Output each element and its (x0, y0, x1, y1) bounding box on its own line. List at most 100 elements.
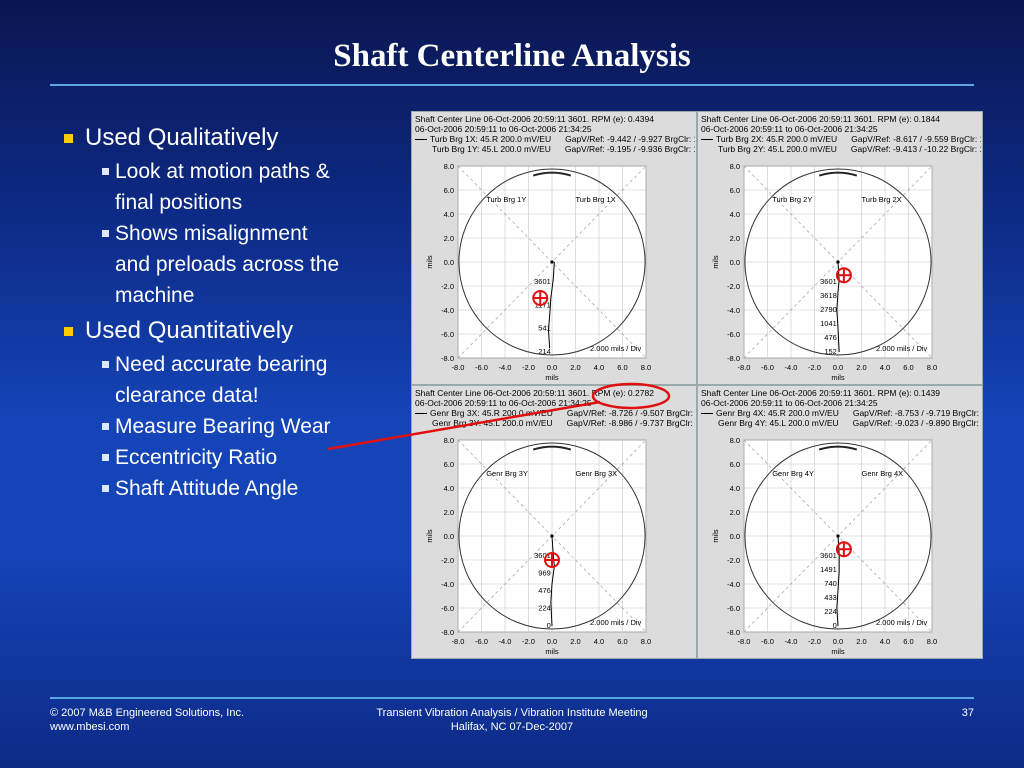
bullet-text: Used Quantitatively (85, 317, 294, 344)
x-tick-label: -2.0 (808, 637, 821, 646)
y-tick-label: -2.0 (727, 282, 740, 291)
legend-line-icon (415, 413, 427, 415)
plot-header-text: Turb Brg 2Y: 45.L 200.0 mV/EU (718, 144, 837, 154)
plot-header-text: 06-Oct-2006 20:59:11 to 06-Oct-2006 21:3… (415, 124, 592, 134)
sub-bullet-line: clearance data! (115, 384, 259, 407)
y-tick-label: 6.0 (730, 186, 740, 195)
x-tick-label: 8.0 (927, 637, 937, 646)
x-tick-label: 8.0 (641, 637, 651, 646)
plot-header-text: Shaft Center Line 06-Oct-2006 20:59:11 3… (701, 388, 940, 398)
bearing-top-mark (818, 445, 858, 451)
x-tick-label: 6.0 (903, 637, 913, 646)
plot-header-text: Shaft Center Line 06-Oct-2006 20:59:11 3… (415, 388, 654, 398)
bearing-center-point (550, 534, 554, 538)
footer-left: © 2007 M&B Engineered Solutions, Inc. ww… (50, 706, 244, 734)
y-tick-label: 2.0 (730, 234, 740, 243)
sub-bullet: Look at motion paths & final positions (102, 156, 402, 218)
plot-header-text: GapV/Ref: -8.617 / -9.559 BrgClr: 15.0 (851, 134, 981, 144)
y-tick-label: 8.0 (444, 162, 454, 171)
plot-header-text: Turb Brg 1Y: 45.L 200.0 mV/EU (432, 144, 551, 154)
x-tick-label: -4.0 (499, 637, 512, 646)
y-tick-label: 4.0 (444, 210, 454, 219)
y-tick-label: -6.0 (727, 330, 740, 339)
x-tick-label: -6.0 (475, 363, 488, 372)
page-number: 37 (961, 707, 974, 719)
sub-bullet-line: Need accurate bearing (115, 353, 328, 376)
clearance-circle (744, 442, 932, 630)
y-tick-label: -6.0 (727, 604, 740, 613)
plot-header-text: Genr Brg 4Y: 45.L 200.0 mV/EU (718, 418, 839, 428)
rpm-label: 224 (824, 607, 837, 616)
rpm-label: 3601 (534, 277, 551, 286)
plot-header-text: 06-Oct-2006 20:59:11 to 06-Oct-2006 21:3… (415, 398, 592, 408)
sub-bullet-line: Shows misalignment (115, 222, 308, 245)
plot-header-text: Shaft Center Line 06-Oct-2006 20:59:11 3… (415, 114, 654, 124)
bullet-used-quantitatively: Used Quantitatively (62, 317, 402, 345)
y-tick-label: -8.0 (441, 628, 454, 637)
x-tick-label: 0.0 (547, 363, 557, 372)
probe-label-x: Turb Brg 1X (576, 195, 616, 204)
clearance-circle (458, 168, 646, 356)
slide-title: Shaft Centerline Analysis (333, 38, 691, 74)
x-axis-label: mils (831, 373, 845, 382)
sub-bullet-square-icon (102, 230, 109, 237)
rpm-label: 476 (824, 333, 837, 342)
plot-header: Shaft Center Line 06-Oct-2006 20:59:11 3… (701, 114, 981, 154)
x-tick-label: 8.0 (927, 363, 937, 372)
x-tick-label: 4.0 (880, 363, 890, 372)
rpm-label: 214 (538, 347, 551, 356)
probe-label-y: Genr Brg 3Y (486, 469, 528, 478)
y-tick-label: -4.0 (441, 306, 454, 315)
scale-note: 2.000 mils / Div (590, 344, 642, 353)
x-tick-label: 4.0 (594, 363, 604, 372)
x-axis-label: mils (545, 373, 559, 382)
x-tick-label: 0.0 (547, 637, 557, 646)
x-tick-label: 2.0 (570, 363, 580, 372)
sub-bullet: Shows misalignment and preloads across t… (102, 218, 402, 311)
x-tick-label: -8.0 (738, 363, 751, 372)
sub-bullet-line: Eccentricity Ratio (115, 446, 278, 469)
legend-line-icon (701, 139, 713, 141)
y-axis-label: mils (711, 255, 720, 269)
y-tick-label: -8.0 (441, 354, 454, 363)
centerline-path (550, 535, 555, 627)
plot-header-text: Turb Brg 2X: 45.R 200.0 mV/EU (716, 134, 838, 144)
y-tick-label: -2.0 (441, 556, 454, 565)
y-tick-label: 0.0 (730, 258, 740, 267)
plot-header-text: GapV/Ref: -9.442 / -9.927 BrgClr: 15.0 (565, 134, 695, 144)
centerline-path (547, 261, 555, 349)
y-tick-label: -8.0 (727, 354, 740, 363)
y-axis-label: mils (425, 255, 434, 269)
x-tick-label: -8.0 (452, 637, 465, 646)
plot-header: Shaft Center Line 06-Oct-2006 20:59:11 3… (701, 388, 981, 428)
plot-header-text: GapV/Ref: -8.986 / -9.737 BrgClr: 15.0 (566, 418, 695, 428)
sub-bullet-square-icon (102, 361, 109, 368)
website-link[interactable]: www.mbesi.com (50, 721, 130, 733)
bullet-text: Used Qualitatively (85, 124, 279, 151)
centerline-path (836, 261, 840, 353)
rpm-label: 2790 (820, 305, 837, 314)
x-tick-label: -8.0 (738, 637, 751, 646)
y-tick-label: 8.0 (730, 162, 740, 171)
probe-label-y: Turb Brg 1Y (486, 195, 526, 204)
x-axis-label: mils (831, 647, 845, 656)
plot-header-text: Genr Brg 3Y: 45.L 200.0 mV/EU (432, 418, 553, 428)
y-tick-label: 2.0 (444, 234, 454, 243)
y-tick-label: 6.0 (730, 460, 740, 469)
x-tick-label: -2.0 (522, 637, 535, 646)
x-tick-label: -2.0 (808, 363, 821, 372)
bearing-top-mark (818, 171, 858, 177)
meeting-date: Halifax, NC 07-Dec-2007 (450, 721, 574, 733)
probe-label-y: Genr Brg 4Y (772, 469, 814, 478)
y-tick-label: -6.0 (441, 604, 454, 613)
sub-bullet-line: Look at motion paths & (115, 160, 330, 183)
rpm-label: 3601 (534, 551, 551, 560)
y-tick-label: 6.0 (444, 186, 454, 195)
y-tick-label: 4.0 (730, 210, 740, 219)
centerline-chart: -8.0-8.0 -6.0 -6.0 -4.0 -4.0 -2.0 -2.0 0.0 0.0 2.… (425, 436, 651, 656)
y-tick-label: 4.0 (444, 484, 454, 493)
plot-header-text: GapV/Ref: -9.023 / -9.890 BrgClr: 15.0 (852, 418, 981, 428)
x-tick-label: 4.0 (880, 637, 890, 646)
x-tick-label: 0.0 (833, 637, 843, 646)
plot-header-text: GapV/Ref: -8.726 / -9.507 BrgClr: 15.0 (566, 408, 695, 418)
